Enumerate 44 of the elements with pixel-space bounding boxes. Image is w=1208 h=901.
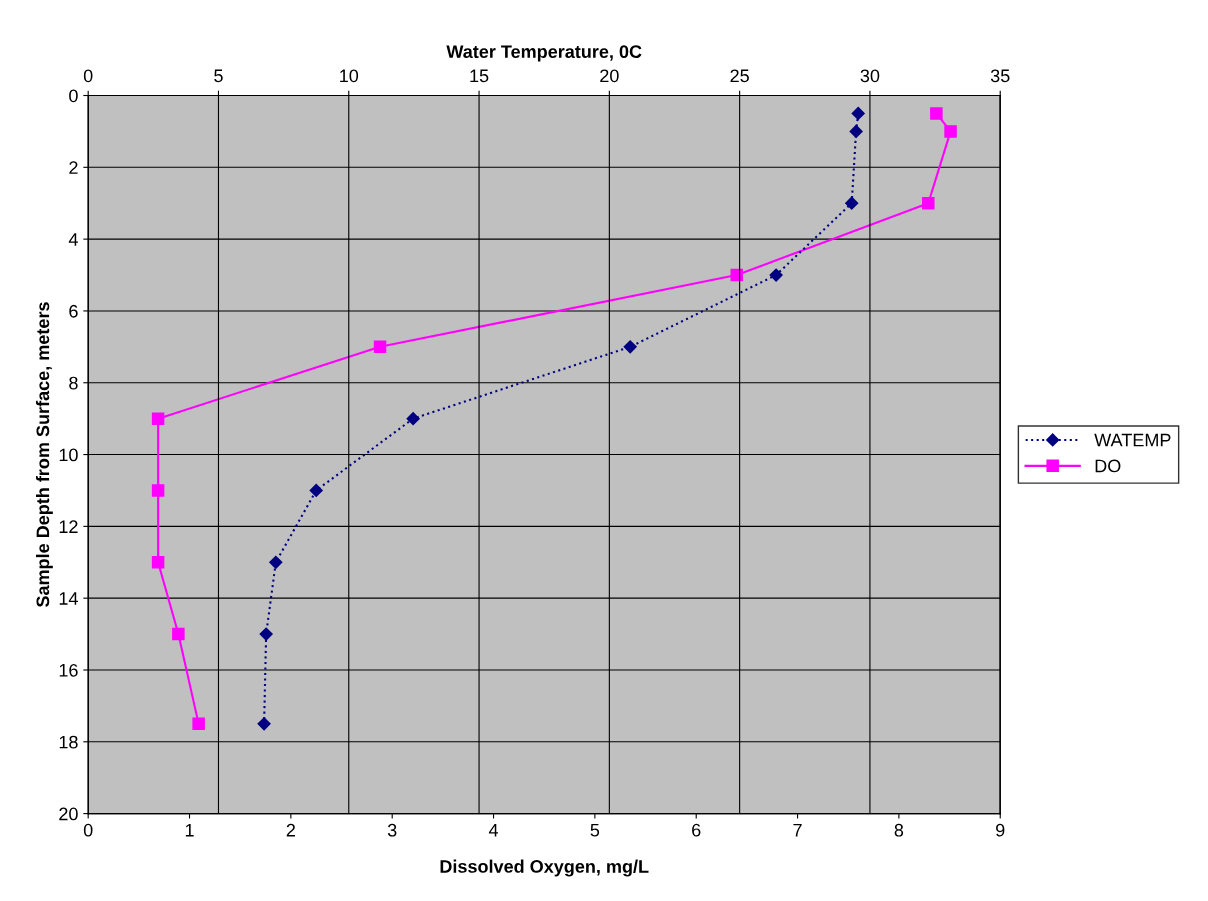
y-tick-label: 18 — [59, 735, 78, 749]
x-tick-label: 8 — [894, 823, 904, 837]
y-tick-label: 2 — [69, 161, 78, 174]
x-tick-label: 5 — [590, 823, 600, 837]
x2-tick-label: 5 — [214, 69, 223, 83]
y-axis-title: Sample Depth from Surface, meters — [35, 302, 53, 608]
point — [172, 627, 185, 641]
y-tick-label: 10 — [59, 448, 78, 462]
y-tick-label: 6 — [69, 304, 78, 318]
y-tick-label: 14 — [59, 592, 78, 605]
x-tick-label: 0 — [83, 823, 93, 837]
legend-label: DO — [1095, 459, 1121, 473]
point — [930, 107, 943, 120]
point — [944, 125, 957, 138]
point — [373, 340, 387, 354]
x-tick-label: 6 — [692, 823, 701, 837]
x2-tick-label: 0 — [83, 69, 93, 83]
x-tick-label: 7 — [793, 823, 802, 837]
x2-axis-title: Water Temperature, 0C — [446, 45, 642, 62]
x-tick-label: 3 — [387, 823, 397, 837]
point — [151, 412, 165, 425]
x-tick-label: 4 — [488, 823, 499, 837]
y-tick-label: 8 — [69, 376, 78, 390]
x2-tick-label: 15 — [470, 69, 489, 83]
x2-tick-label: 10 — [340, 69, 359, 83]
y-tick-label: 0 — [69, 89, 78, 103]
x2-tick-label: 30 — [860, 69, 880, 83]
point — [151, 484, 165, 497]
y-tick-label: 20 — [59, 807, 78, 821]
x2-tick-label: 20 — [600, 69, 619, 83]
x2-tick-label: 25 — [730, 69, 749, 83]
y-tick-label: 4 — [68, 233, 78, 246]
legend-label: WATEMP — [1094, 433, 1171, 447]
x-axis-title: Dissolved Oxygen, mg/L — [440, 859, 649, 877]
y-tick-label: 12 — [59, 520, 78, 533]
x-tick-label: 9 — [996, 823, 1005, 837]
point — [192, 717, 205, 731]
point — [730, 268, 743, 282]
x-tick-label: 2 — [286, 823, 295, 837]
y-tick-label: 16 — [59, 663, 78, 677]
point — [922, 196, 935, 210]
point — [151, 556, 165, 569]
x-tick-label: 1 — [185, 823, 194, 837]
x2-tick-label: 35 — [990, 69, 1010, 83]
